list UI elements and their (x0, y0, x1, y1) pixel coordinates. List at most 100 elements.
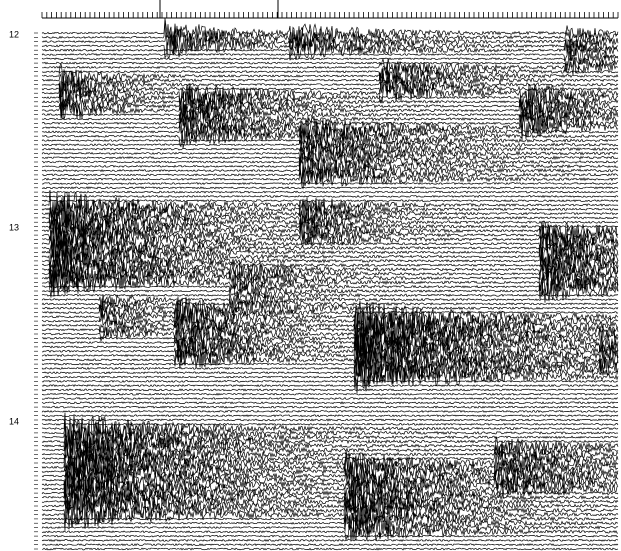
trace (41, 300, 619, 333)
trace (41, 148, 619, 167)
trace (41, 388, 619, 392)
trace (41, 379, 619, 383)
trace (41, 70, 619, 92)
trace (41, 124, 619, 149)
trace (41, 182, 619, 186)
trace (41, 202, 619, 232)
trace (41, 508, 619, 532)
trace (41, 483, 619, 511)
trace (41, 265, 619, 293)
trace (41, 348, 619, 377)
trace (41, 258, 619, 287)
trace (41, 244, 619, 271)
trace (41, 547, 619, 551)
trace (41, 169, 618, 190)
trace (41, 62, 619, 86)
trace (41, 296, 619, 321)
trace (41, 165, 619, 186)
trace (41, 121, 619, 145)
trace (42, 337, 619, 365)
trace (41, 32, 619, 59)
trace (41, 216, 619, 244)
trace (41, 534, 619, 538)
trace (41, 194, 619, 198)
trace (41, 384, 619, 388)
trace (41, 288, 619, 303)
trace (41, 360, 619, 394)
trace (41, 353, 619, 384)
trace (41, 280, 619, 303)
trace (41, 300, 619, 326)
trace (41, 420, 619, 453)
trace (41, 237, 619, 266)
trace (41, 321, 619, 354)
trace (41, 103, 619, 125)
trace (41, 409, 619, 413)
trace (41, 143, 619, 163)
seismic-traces (41, 18, 619, 551)
trace (42, 58, 619, 76)
trace (41, 256, 619, 285)
trace (41, 270, 619, 298)
hour-label: 14 (9, 416, 19, 426)
trace (41, 235, 619, 262)
trace (41, 418, 619, 447)
trace (41, 208, 619, 238)
trace (41, 462, 619, 490)
trace (41, 396, 618, 400)
trace (41, 492, 619, 519)
trace (41, 478, 619, 507)
trace (41, 186, 619, 190)
trace (41, 40, 619, 61)
trace (41, 418, 619, 422)
trace (41, 522, 619, 542)
trace (41, 130, 619, 149)
trace (41, 422, 619, 426)
trace (41, 313, 619, 345)
trace (41, 320, 619, 349)
hour-label: 12 (9, 29, 19, 39)
trace (41, 454, 619, 487)
trace (41, 161, 619, 182)
trace (42, 358, 619, 388)
trace (41, 465, 619, 497)
trace (41, 515, 619, 539)
trace (41, 211, 618, 238)
trace (41, 311, 619, 342)
trace (41, 225, 619, 254)
trace (41, 434, 619, 464)
trace (41, 473, 619, 504)
trace (41, 450, 619, 482)
trace (41, 414, 619, 418)
trace (41, 106, 619, 131)
trace (41, 392, 618, 396)
trace (41, 200, 619, 229)
trace (41, 276, 619, 300)
trace (41, 512, 618, 535)
trace (41, 76, 619, 98)
trace (41, 344, 619, 377)
trace (41, 487, 619, 516)
trace (41, 338, 619, 372)
trace (41, 543, 619, 547)
time-ruler (34, 0, 619, 550)
trace (41, 293, 618, 308)
trace (41, 498, 619, 531)
trace (41, 55, 619, 71)
trace (41, 538, 619, 542)
trace (41, 401, 619, 405)
trace (41, 189, 619, 218)
trace (41, 405, 619, 409)
trace (41, 296, 619, 312)
trace (42, 63, 619, 81)
trace (41, 111, 619, 134)
trace (41, 326, 619, 359)
trace (41, 81, 619, 107)
trace (41, 441, 619, 471)
hour-label: 13 (9, 222, 19, 232)
trace (41, 50, 619, 67)
trace (41, 79, 619, 100)
trace (41, 86, 619, 111)
trace (41, 412, 619, 443)
